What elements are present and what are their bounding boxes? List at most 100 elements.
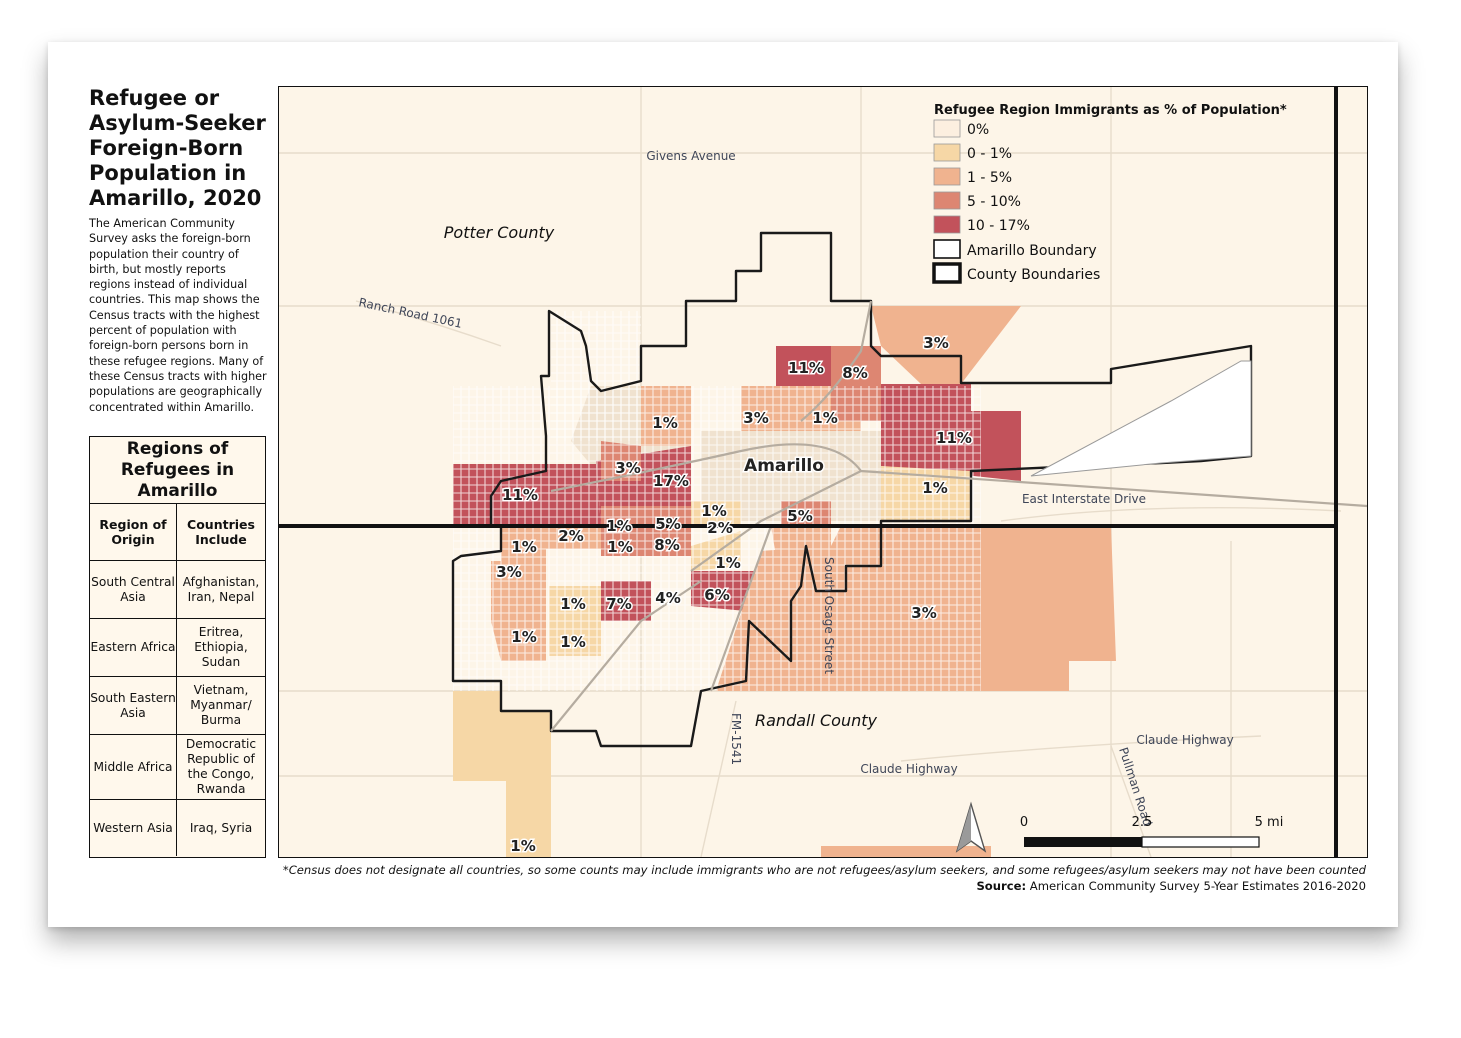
table-row: Western Asia Iraq, Syria: [90, 800, 265, 856]
legend-swatch: [933, 143, 961, 162]
tract-percent-label: 5%: [655, 515, 680, 533]
legend-label: Amarillo Boundary: [967, 243, 1097, 259]
legend-label: 10 - 17%: [967, 218, 1030, 234]
amarillo-boundary: [451, 231, 1253, 748]
tract-labels: 3%11% 8%1% 3% 1%11%3%17%11% 1%1%2%1% 5% 2%5%1%…: [495, 333, 974, 857]
legend-swatch-amarillo-boundary: [933, 239, 961, 259]
north-arrow-icon: [955, 801, 987, 853]
road-label: Givens Avenue: [646, 149, 735, 163]
map-description: The American Community Survey asks the f…: [89, 217, 267, 414]
tract-percent-label: 17%: [653, 472, 689, 490]
region-cell: Middle Africa: [90, 735, 177, 799]
table-row: South Eastern Asia Vietnam, Myanmar/ Bur…: [90, 677, 265, 735]
source-text: American Community Survey 5-Year Estimat…: [1029, 878, 1366, 893]
tract-percent-label: 8%: [842, 364, 867, 382]
tract-percent-label: 1%: [560, 633, 585, 651]
potter-county-label: Potter County: [444, 223, 555, 242]
countries-cell: Afghanistan, Iran, Nepal: [182, 574, 260, 604]
road-label: South Osage Street: [822, 557, 836, 674]
countries-cell: Vietnam, Myanmar/ Burma: [190, 683, 252, 727]
road-label: East Interstate Drive: [1022, 492, 1146, 506]
tract-percent-label: 1%: [812, 409, 837, 427]
legend-swatch: [933, 167, 961, 186]
table-row: Eastern Africa Eritrea, Ethiopia, Sudan: [90, 619, 265, 677]
tract-percent-label: 6%: [704, 586, 729, 604]
column-header-region: Region of Origin: [90, 504, 177, 560]
legend: Refugee Region Immigrants as % of Popula…: [932, 103, 1287, 284]
tract-percent-label: 1%: [715, 554, 740, 572]
scale-bar-segment: [1141, 836, 1260, 848]
highways: [550, 300, 1367, 732]
regions-table-header-row: Region of Origin Countries Include: [90, 504, 265, 561]
airport-area: [1030, 360, 1252, 477]
tract: [453, 691, 551, 857]
tract-percent-label: 1%: [652, 414, 677, 432]
tract-percent-label: 3%: [496, 563, 521, 581]
column-header-countries: Countries Include: [187, 517, 255, 547]
tract-percent-label: 8%: [654, 536, 679, 554]
map-frame: Potter County Randall County Amarillo Gi…: [278, 86, 1368, 858]
region-cell: South Eastern Asia: [90, 677, 177, 734]
region-cell: South Central Asia: [90, 561, 177, 618]
tract-percent-label: 1%: [922, 479, 947, 497]
city-label: Amarillo: [744, 456, 824, 476]
street-grid: [453, 311, 981, 691]
map-footnotes: *Census does not designate all countries…: [283, 863, 1366, 894]
tract-percent-label: 1%: [606, 517, 631, 535]
legend-label: 0%: [967, 122, 989, 138]
tract-percent-label: 4%: [655, 589, 680, 607]
source-line: Source: American Community Survey 5-Year…: [283, 879, 1366, 895]
road-label: Claude Highway: [860, 762, 957, 776]
scale-tick: 0: [1020, 815, 1028, 830]
table-row: Middle Africa Democratic Republic of the…: [90, 735, 265, 800]
legend-swatch: [933, 119, 961, 138]
region-cell: Western Asia: [90, 800, 177, 856]
footnote: *Census does not designate all countries…: [282, 863, 1366, 877]
scale-bar: 0 2.5 5 mi: [1020, 815, 1284, 848]
tract: [776, 346, 831, 386]
tract-percent-label: 2%: [707, 519, 732, 537]
tract-percent-label: 1%: [607, 538, 632, 556]
legend-swatch: [933, 215, 961, 234]
scale-bar-segment: [1024, 837, 1142, 847]
tract: [871, 306, 1021, 384]
scale-tick: 5 mi: [1255, 815, 1284, 830]
countries-cell: Iraq, Syria: [189, 820, 253, 835]
road-label: Claude Highway: [1136, 733, 1233, 747]
tract-percent-label: 3%: [923, 334, 948, 352]
map-title: Refugee or Asylum-Seeker Foreign-Born Po…: [89, 86, 266, 210]
scale-tick: 2.5: [1132, 815, 1153, 830]
legend-label: 0 - 1%: [967, 146, 1012, 162]
road-label: FM-1541: [729, 713, 743, 765]
tract-percent-label: 2%: [558, 527, 583, 545]
tract-percent-label: 7%: [606, 595, 631, 613]
tract-percent-label: 11%: [788, 359, 824, 377]
randall-county-label: Randall County: [755, 711, 878, 730]
tract-percent-label: 1%: [701, 502, 726, 520]
tract-percent-label: 3%: [615, 459, 640, 477]
tract-percent-label: 1%: [511, 628, 536, 646]
legend-label: 1 - 5%: [967, 170, 1012, 186]
legend-swatch-county-boundaries: [932, 262, 962, 284]
countries-cell: Eritrea, Ethiopia, Sudan: [194, 625, 248, 669]
legend-title: Refugee Region Immigrants as % of Popula…: [934, 103, 1287, 118]
regions-table-heading: Regions of Refugees in Amarillo: [90, 437, 265, 504]
countries-cell: Democratic Republic of the Congo, Rwanda: [185, 737, 257, 796]
legend-swatch: [933, 191, 961, 210]
legend-label: 5 - 10%: [967, 194, 1021, 210]
regions-table: Regions of Refugees in Amarillo Region o…: [89, 436, 266, 858]
tract-percent-label: 5%: [787, 507, 812, 525]
tract: [821, 846, 991, 857]
choropleth-map: Potter County Randall County Amarillo Gi…: [279, 87, 1367, 857]
tract-percent-label: 3%: [743, 409, 768, 427]
tract-percent-label: 11%: [502, 486, 538, 504]
legend-label: County Boundaries: [967, 267, 1100, 283]
tract-percent-label: 1%: [511, 538, 536, 556]
tract-percent-label: 11%: [936, 429, 972, 447]
region-cell: Eastern Africa: [90, 619, 177, 676]
tract-percent-label: 1%: [510, 837, 535, 855]
table-row: South Central Asia Afghanistan, Iran, Ne…: [90, 561, 265, 619]
source-label: Source:: [976, 878, 1027, 893]
tract-percent-label: 3%: [911, 604, 936, 622]
tract-percent-label: 1%: [560, 595, 585, 613]
